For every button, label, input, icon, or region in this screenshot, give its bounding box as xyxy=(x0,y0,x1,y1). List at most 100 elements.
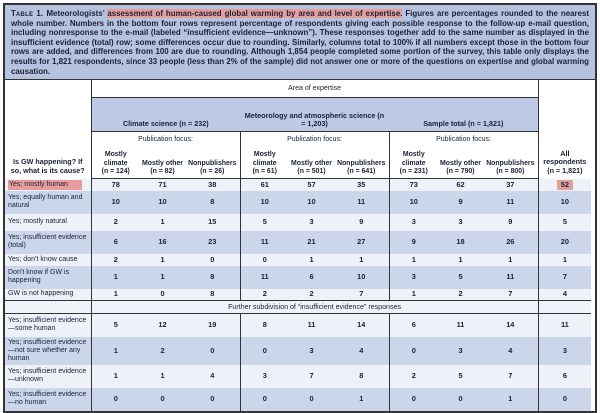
group-header-sample-total: Sample total (n = 1,821) xyxy=(389,97,539,132)
header-row-columns: Mostly climate (n = 124) Mostly other (n =… xyxy=(5,148,591,179)
value-cell: 71 xyxy=(158,179,167,189)
table-row: Yes; insufficient evidence—some human 5 … xyxy=(5,313,592,337)
value-cell: 3 xyxy=(458,345,463,355)
column-header: Mostly other (n = 501) xyxy=(289,148,334,179)
caption-body: Figures are percentages rounded to the n… xyxy=(11,9,589,76)
value-cell: 10 xyxy=(537,190,592,214)
row-label: Yes; insufficient evidence—some human xyxy=(8,317,87,333)
value-cell: 9 xyxy=(458,197,463,206)
value-cell: 4 xyxy=(359,345,364,355)
value-cell: 1 xyxy=(309,254,314,264)
column-name: Mostly other xyxy=(291,159,332,167)
value-cell: 10 xyxy=(239,190,289,214)
column-n: (n = 231) xyxy=(399,167,428,175)
value-cell: 5 xyxy=(537,213,592,231)
header-row-publication-focus: Publication focus: Publication focus: Pu… xyxy=(5,131,591,148)
column-header: Mostly climate (n = 124) xyxy=(90,148,140,179)
row-label: Yes; insufficient evidence—unknown xyxy=(8,368,87,383)
publication-focus-label: Publication focus: xyxy=(90,131,240,148)
table-row: Yes; equally human and natural 10 10 8 1… xyxy=(5,190,592,214)
column-name: Mostly climate xyxy=(252,151,277,167)
value-cell: 9 xyxy=(388,230,438,254)
value-cell: 1 xyxy=(508,254,513,264)
value-cell: 2 xyxy=(458,289,463,299)
row-label: Yes; mostly natural xyxy=(8,218,67,225)
value-cell: 3 xyxy=(388,265,438,289)
value-cell: 5 xyxy=(239,213,289,231)
value-cell: 6 xyxy=(90,230,140,254)
value-cell: 7 xyxy=(508,289,513,299)
value-cell: 6 xyxy=(309,272,314,281)
value-cell: 8 xyxy=(359,371,364,380)
value-cell: 10 xyxy=(90,190,140,214)
value-cell: 0 xyxy=(309,394,314,403)
value-cell: 18 xyxy=(456,237,465,246)
row-label: Yes; insufficient evidence—not sure whet… xyxy=(8,338,87,362)
value-cell: 52 xyxy=(537,178,592,191)
value-cell: 3 xyxy=(239,364,289,388)
value-cell: 0 xyxy=(239,253,289,266)
all-respondents-header: All respondents (n = 1,821) xyxy=(537,80,592,179)
header-row-groups: Climate science (n = 232) Meteorology an… xyxy=(5,97,591,132)
value-highlight: 52 xyxy=(556,179,573,190)
row-label: GW is not happening xyxy=(8,290,74,298)
value-cell: 2 xyxy=(239,288,289,301)
subdivision-header: Further subdivision of “insufficient evi… xyxy=(90,300,539,314)
value-cell: 7 xyxy=(537,265,592,289)
row-label: Yes; don’t know cause xyxy=(8,255,78,263)
value-cell: 8 xyxy=(210,197,215,206)
value-cell: 20 xyxy=(537,230,592,254)
value-cell: 9 xyxy=(508,217,513,226)
value-cell: 2 xyxy=(388,364,438,388)
value-cell: 16 xyxy=(158,237,167,246)
caption-highlight: assessment of human-caused global warmin… xyxy=(107,9,403,18)
table-row: Yes; mostly human 78 71 38 61 57 35 73 6… xyxy=(5,178,592,191)
column-header: Nonpublishers (n = 26) xyxy=(185,148,240,179)
value-cell: 10 xyxy=(357,272,366,281)
value-cell: 11 xyxy=(307,320,316,330)
value-cell: 1 xyxy=(90,364,140,388)
value-cell: 9 xyxy=(359,217,364,226)
column-header: Mostly other (n = 82) xyxy=(140,148,185,179)
row-label: Yes; mostly human xyxy=(5,179,91,191)
table-row: Yes; insufficient evidence—no human 0 0 … xyxy=(5,387,592,411)
value-cell: 4 xyxy=(210,371,215,380)
value-cell: 14 xyxy=(506,320,515,330)
value-cell: 62 xyxy=(456,179,465,189)
table-row: Yes; insufficient evidence (total) 6 16 … xyxy=(5,230,592,254)
table-figure: Table 1. Meteorologists’ assessment of h… xyxy=(3,3,597,413)
value-cell: 4 xyxy=(537,288,592,301)
value-cell: 61 xyxy=(239,178,289,191)
value-cell: 0 xyxy=(537,387,592,411)
value-cell: 4 xyxy=(508,345,513,355)
value-cell: 38 xyxy=(208,179,217,189)
row-label: Yes; equally human and natural xyxy=(8,194,83,209)
value-cell: 0 xyxy=(90,387,140,411)
value-cell: 6 xyxy=(388,313,438,337)
value-cell: 0 xyxy=(458,394,463,403)
value-cell: 6 xyxy=(537,364,592,388)
value-cell: 5 xyxy=(458,371,463,380)
publication-focus-label: Publication focus: xyxy=(239,131,389,148)
value-cell: 14 xyxy=(357,320,366,330)
value-cell: 1 xyxy=(359,254,364,264)
column-header: Mostly other (n = 790) xyxy=(438,148,483,179)
table-row: GW is not happening 1 0 8 2 2 7 1 2 7 4 xyxy=(5,288,592,301)
row-label: Yes; insufficient evidence (total) xyxy=(8,234,87,249)
value-cell: 7 xyxy=(309,371,314,380)
value-cell: 3 xyxy=(458,217,463,226)
value-cell: 10 xyxy=(158,197,167,206)
group-header-climate-science: Climate science (n = 232) xyxy=(91,97,240,132)
value-cell: 1 xyxy=(160,254,165,264)
table-caption: Table 1. Meteorologists’ assessment of h… xyxy=(5,5,595,80)
corner-header: Is GW happening? If so, what is its caus… xyxy=(5,80,92,179)
value-cell: 1 xyxy=(458,254,463,264)
column-n: (n = 790) xyxy=(446,167,475,175)
value-cell: 11 xyxy=(537,313,592,337)
column-header: Mostly climate (n = 231) xyxy=(388,148,438,179)
value-cell: 2 xyxy=(309,289,314,299)
value-cell: 11 xyxy=(456,320,465,330)
value-cell: 5 xyxy=(90,313,140,337)
value-cell: 23 xyxy=(208,237,217,246)
value-cell: 1 xyxy=(537,253,592,266)
